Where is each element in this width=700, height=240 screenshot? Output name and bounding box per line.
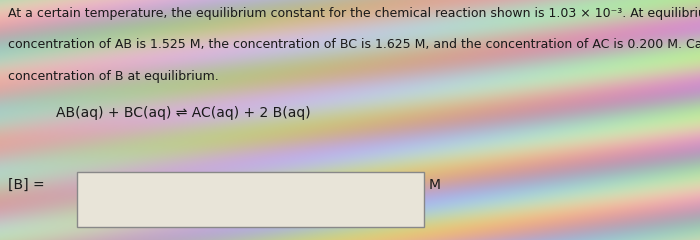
Text: AB(aq) + BC(aq) ⇌ AC(aq) + 2 B(aq): AB(aq) + BC(aq) ⇌ AC(aq) + 2 B(aq) [56,106,311,120]
Text: concentration of AB is 1.525 M, the concentration of BC is 1.625 M, and the conc: concentration of AB is 1.525 M, the conc… [8,38,700,51]
Text: concentration of B at equilibrium.: concentration of B at equilibrium. [8,70,219,83]
FancyBboxPatch shape [77,172,424,227]
Text: At a certain temperature, the equilibrium constant for the chemical reaction sho: At a certain temperature, the equilibriu… [8,7,700,20]
Text: M: M [428,178,440,192]
Text: [B] =: [B] = [8,178,45,192]
